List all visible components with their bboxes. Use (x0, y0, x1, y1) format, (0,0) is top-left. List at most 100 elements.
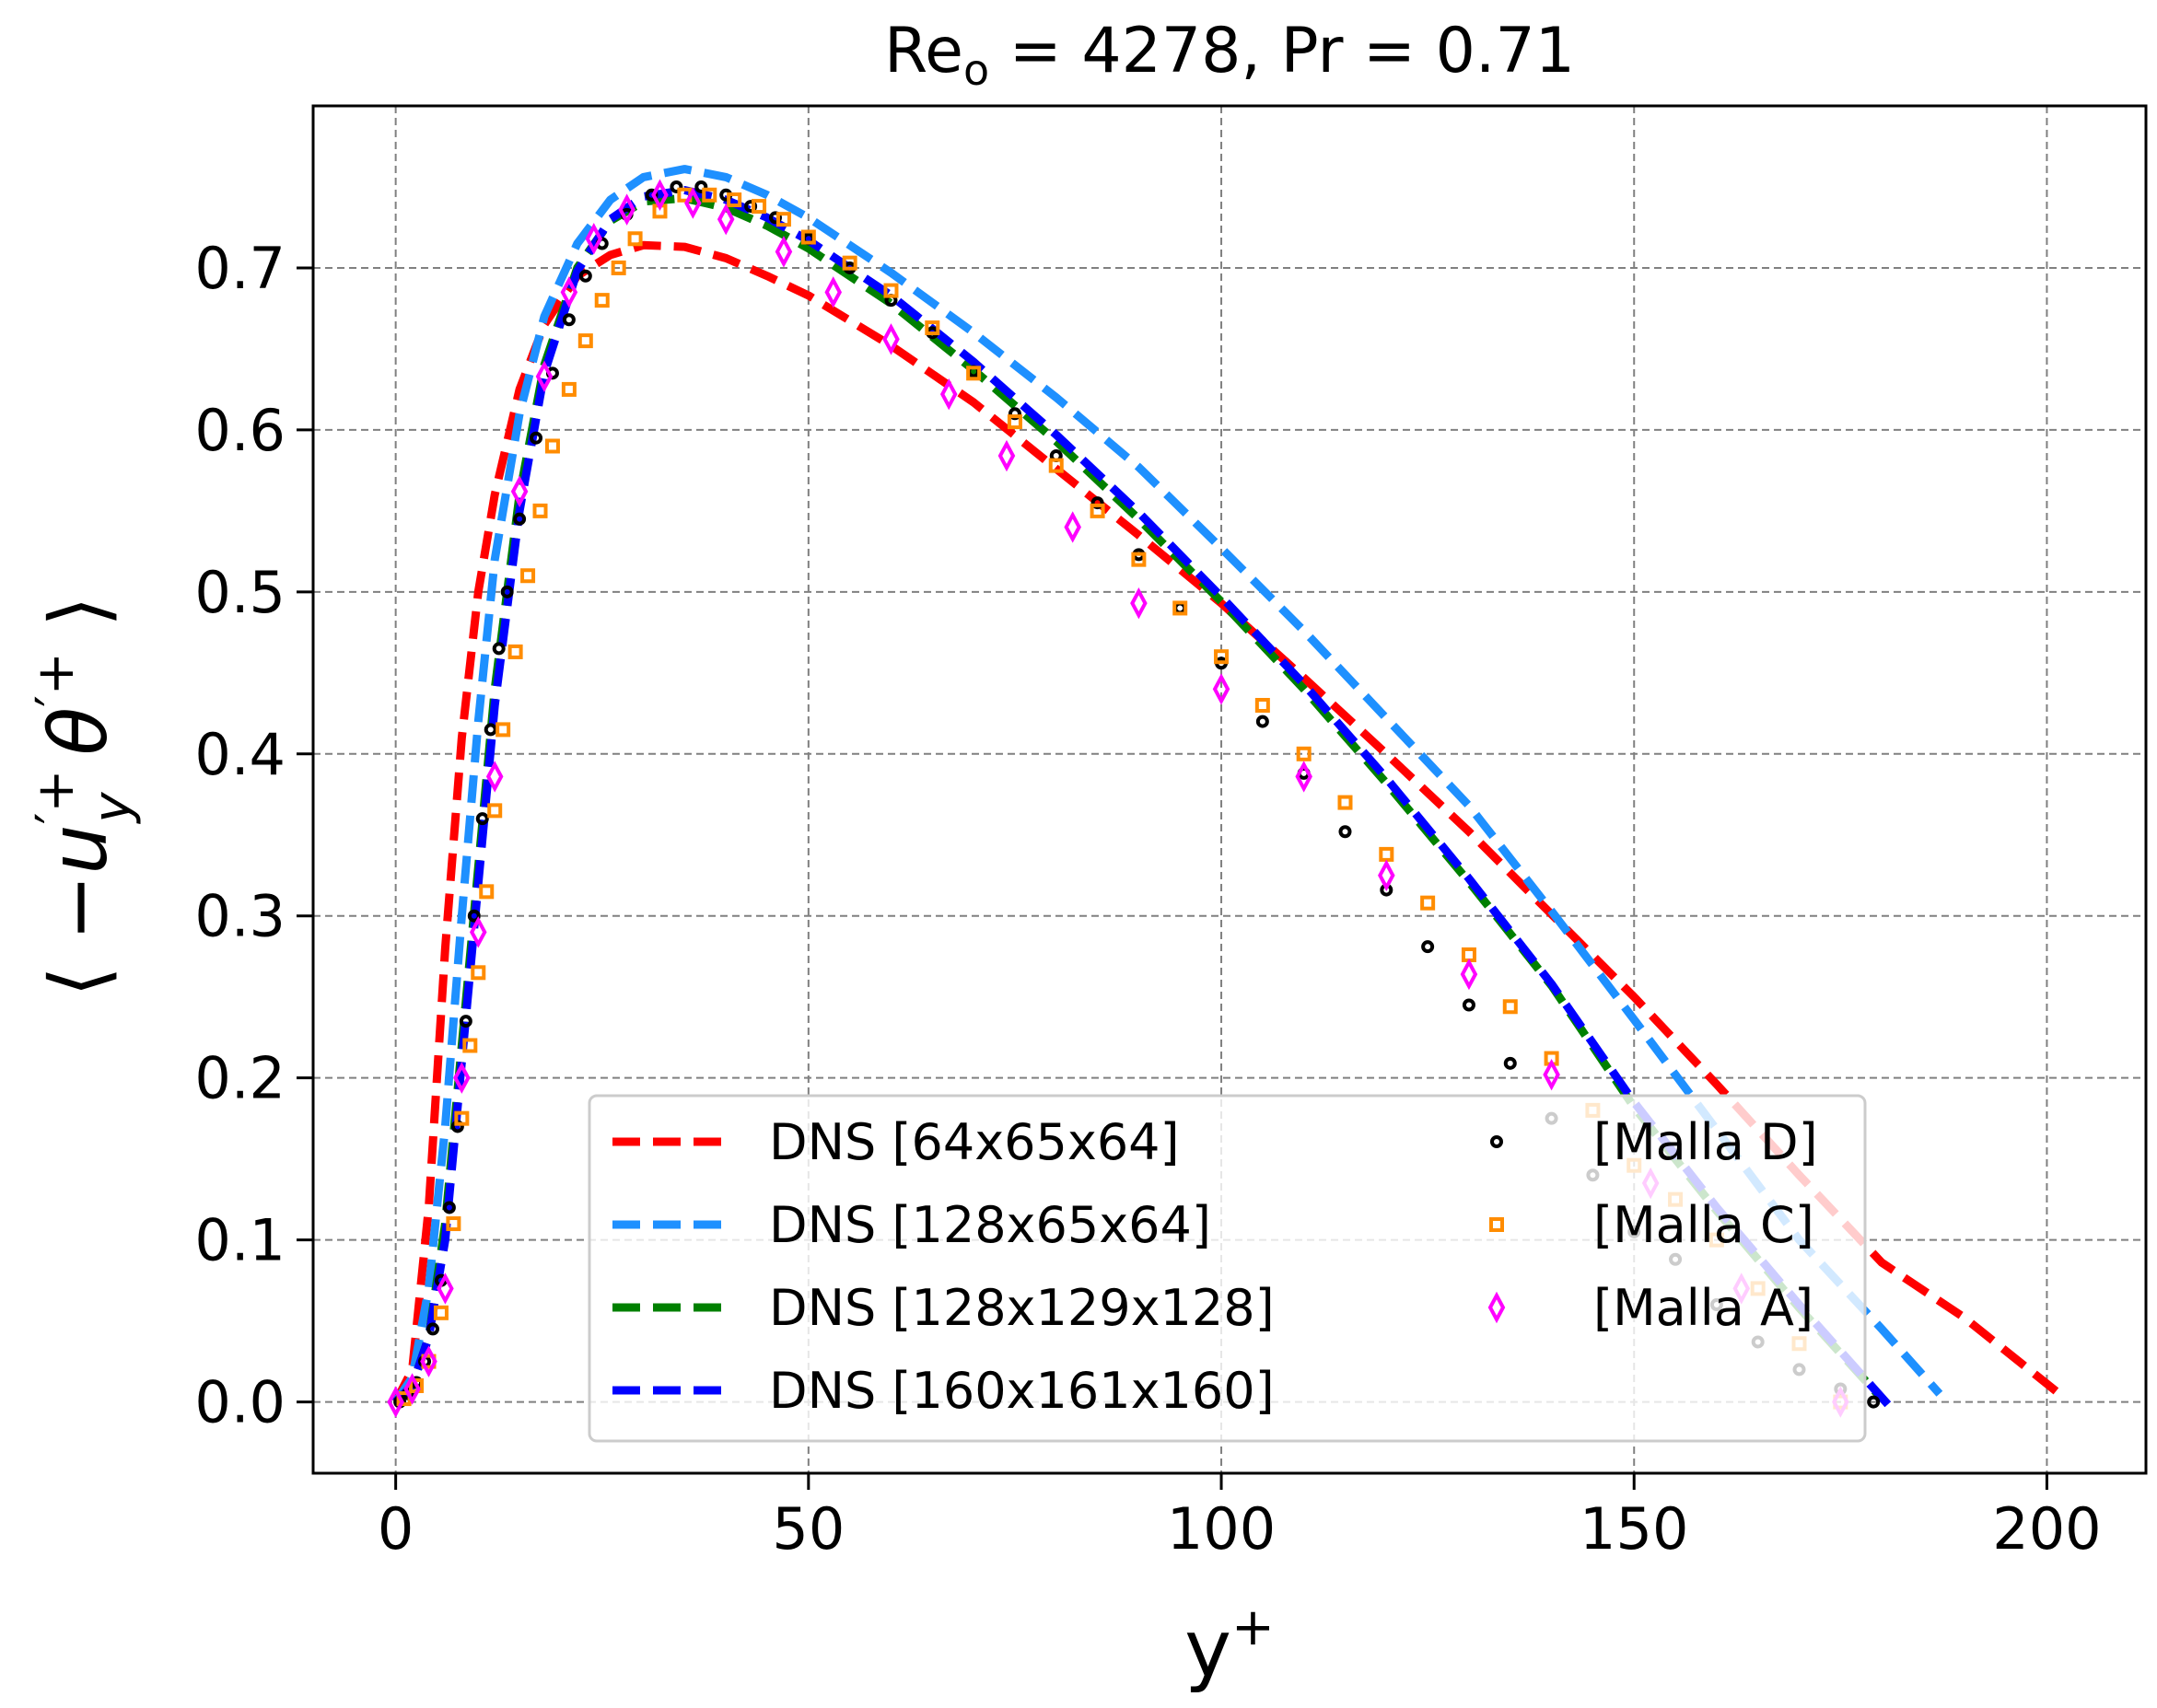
data-point (1255, 715, 1269, 728)
data-point (670, 180, 683, 193)
data-point (484, 723, 497, 737)
data-point (462, 1038, 478, 1053)
x-axis-label: y+ (1184, 1598, 1275, 1695)
data-point (645, 188, 659, 202)
data-point (717, 203, 735, 236)
data-point (1460, 958, 1478, 991)
y-tick-labels: 0.0 0.1 0.2 0.3 0.4 0.5 0.6 0.7 (194, 235, 286, 1436)
x-tick-label: 50 (772, 1495, 845, 1563)
data-point (684, 187, 702, 219)
data-point (1462, 998, 1475, 1012)
data-point (1295, 761, 1312, 793)
y-tick-label: 0.7 (194, 235, 286, 302)
y-tick-label: 0.5 (194, 559, 286, 626)
data-point (496, 722, 511, 738)
data-point (997, 439, 1016, 472)
data-point (475, 812, 489, 826)
data-point (618, 193, 635, 226)
y-tick-label: 0.4 (194, 721, 286, 788)
legend-entry: DNS [160x161x160] (769, 1362, 1275, 1420)
data-point (1007, 414, 1022, 430)
data-point (420, 1345, 437, 1377)
legend-box (588, 1094, 1867, 1443)
data-point (1090, 496, 1104, 510)
y-tick-label: 0.1 (194, 1207, 286, 1274)
data-point (1008, 407, 1021, 421)
y-tick-label: 0.3 (194, 883, 286, 950)
data-point (459, 1015, 472, 1028)
data-point (470, 916, 487, 948)
data-point (1502, 999, 1518, 1015)
data-point (727, 192, 742, 208)
data-point (1867, 1395, 1881, 1409)
legend-swatch (1487, 1291, 1506, 1324)
data-point (560, 276, 578, 308)
data-point (513, 512, 527, 526)
data-point (561, 381, 577, 397)
data-point (775, 236, 793, 268)
data-point (1212, 673, 1230, 705)
legend-swatch (1490, 1135, 1503, 1148)
data-point (775, 212, 791, 227)
data-point (1378, 859, 1395, 891)
data-point (1338, 825, 1352, 839)
data-point (500, 585, 514, 598)
series-dns-64x65x64 (391, 240, 2067, 1404)
series-dns-160x161x160 (392, 186, 1894, 1410)
legend-entry: [Malla A] (1593, 1279, 1813, 1337)
data-point (651, 179, 669, 211)
chart-title: Reo = 4278, Pr = 0.71 (884, 15, 1575, 95)
data-point (1296, 746, 1312, 761)
data-point (1543, 1058, 1560, 1091)
data-point (627, 231, 643, 247)
x-tick-label: 200 (1992, 1495, 2101, 1563)
legend: DNS [64x65x64] DNS [128x65x64] DNS [128x12… (588, 1094, 1867, 1443)
x-tick-labels: 0 50 100 150 200 (378, 1495, 2102, 1563)
data-point (535, 360, 554, 393)
data-point (966, 366, 982, 381)
plot-frame (311, 104, 2148, 1475)
data-point (442, 1201, 456, 1214)
data-point (471, 965, 486, 981)
data-point (702, 187, 717, 203)
data-point (824, 276, 843, 308)
data-point (453, 1062, 471, 1094)
data-point (454, 1110, 470, 1126)
data-point (1090, 503, 1105, 518)
data-point (1214, 649, 1230, 665)
data-point (387, 1386, 404, 1418)
legend-entry: DNS [128x65x64] (769, 1196, 1211, 1254)
x-tick-label: 100 (1167, 1495, 1276, 1563)
data-point (1254, 698, 1270, 714)
data-point (510, 475, 529, 507)
data-point (1421, 940, 1435, 954)
data-point (1503, 1056, 1517, 1070)
data-point (882, 323, 900, 355)
legend-entry: [Malla D] (1593, 1113, 1818, 1171)
data-point (883, 283, 899, 298)
data-point (467, 909, 481, 923)
data-point (520, 568, 536, 584)
data-point (403, 1373, 421, 1405)
data-point (1337, 795, 1353, 810)
legend-entry: DNS [64x65x64] (769, 1113, 1180, 1171)
data-point (925, 320, 940, 336)
data-point (532, 503, 548, 518)
x-tick-label: 0 (378, 1495, 414, 1563)
data-point (842, 255, 857, 271)
data-point (800, 229, 816, 245)
data-point (752, 199, 767, 215)
data-point (768, 211, 782, 225)
tick-marks (297, 266, 2048, 1490)
data-point (1130, 587, 1148, 620)
data-point (1173, 601, 1187, 615)
data-point (577, 333, 593, 349)
series-dns-128x65x64 (391, 165, 1943, 1405)
data-point (433, 1305, 449, 1320)
data-point (1420, 895, 1436, 911)
plot-series (387, 165, 2067, 1418)
legend-entry: DNS [128x129x128] (769, 1279, 1275, 1337)
data-point (939, 378, 958, 411)
data-point (530, 431, 543, 445)
